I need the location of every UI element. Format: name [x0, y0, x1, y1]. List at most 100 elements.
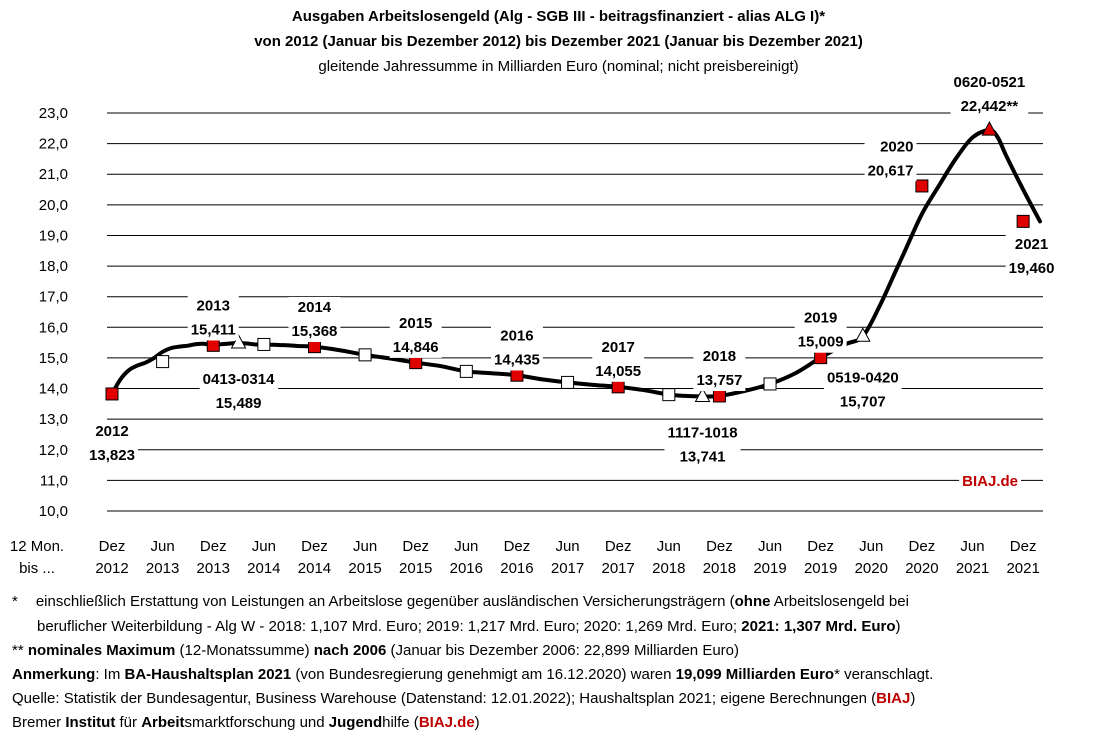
footnote-star: *: [12, 593, 18, 610]
x-tick-month: Dez: [1010, 538, 1037, 555]
institute-bold-1: Institut: [65, 714, 116, 731]
x-tick-year: 2017: [601, 560, 634, 577]
quelle-biaj: BIAJ: [876, 690, 911, 707]
x-tick-month: Jun: [454, 538, 478, 555]
data-label-line-2: 14,846: [393, 339, 439, 356]
data-point-square: [206, 338, 220, 352]
data-label: 2013 15,411: [187, 295, 239, 341]
data-markers: [105, 121, 1030, 403]
footnote-3-prefix: **: [12, 642, 28, 659]
footnote-quelle: Quelle: Statistik der Bundesagentur, Bus…: [12, 688, 915, 709]
footnote-1-text: einschließlich Erstattung von Leistungen…: [35, 593, 735, 610]
institute-text-2: für: [115, 714, 142, 731]
data-point-triangle: [694, 387, 711, 402]
data-label-background: [1005, 234, 1058, 280]
data-label: 0413-0314 15,489: [199, 368, 279, 414]
gridlines: [107, 112, 1043, 512]
y-tick-label: 11,0: [40, 472, 68, 489]
footnote-3-bold-1: nominales Maximum: [27, 642, 176, 659]
footnote-1-bold: ohne: [734, 593, 771, 610]
footnote-2-text: beruflicher Weiterbildung - Alg W - 2018…: [37, 618, 742, 635]
x-tick-year: 2021: [1006, 560, 1039, 577]
data-label-background: [864, 136, 917, 182]
institute-link-biaj[interactable]: BIAJ.de: [418, 714, 475, 731]
x-tick-month: Dez: [402, 538, 429, 555]
data-point-square: [561, 375, 575, 389]
y-tick-label: 21,0: [39, 166, 68, 183]
institute-bold-3: Jugend: [328, 714, 383, 731]
data-label-line-2: 15,368: [292, 323, 338, 340]
footnote-3-bold-2: nach 2006: [313, 642, 387, 659]
x-tick-month: Jun: [151, 538, 175, 555]
anmerkung-bold-1: BA-Haushaltsplan 2021: [124, 666, 292, 683]
x-tick-month: Dez: [605, 538, 632, 555]
x-tick-month: Dez: [99, 538, 126, 555]
data-label-background: [794, 307, 847, 353]
x-tick-month: Dez: [200, 538, 227, 555]
data-label: 2018 13,757: [693, 345, 746, 391]
y-tick-label: 17,0: [39, 289, 68, 306]
data-label: 2017 14,055: [592, 336, 645, 382]
data-point-square: [307, 340, 321, 354]
quelle-text: Quelle: Statistik der Bundesagentur, Bus…: [12, 690, 877, 707]
x-tick-month: Jun: [859, 538, 883, 555]
data-point-square: [662, 388, 676, 402]
footnote-2-end: ): [895, 618, 901, 635]
x-tick-month: Dez: [301, 538, 328, 555]
chart-subtitle: gleitende Jahressumme in Milliarden Euro…: [318, 58, 799, 75]
data-label-background: [389, 312, 442, 358]
data-label-line-1: 2013: [197, 297, 230, 314]
data-label-line-1: 0519-0420: [827, 369, 899, 386]
y-tick-label: 16,0: [39, 319, 68, 336]
x-tick-month: Jun: [555, 538, 579, 555]
x-tick-year: 2016: [500, 560, 533, 577]
data-point-triangle: [981, 121, 998, 136]
x-tick-year: 2021: [956, 560, 989, 577]
y-tick-label: 14,0: [39, 381, 68, 398]
anmerkung-label: Anmerkung: [12, 666, 96, 683]
y-tick-label: 23,0: [39, 105, 68, 122]
x-tick-year: 2016: [450, 560, 483, 577]
y-tick-label: 18,0: [39, 258, 68, 275]
data-label: 2015 14,846: [389, 312, 442, 358]
data-label: 2012 13,823: [86, 420, 138, 466]
data-annotations: 2012 13,823 2013 15,411 0413-0314 15,489 2014 1…: [86, 71, 1058, 468]
x-tick-year: 2012: [95, 560, 128, 577]
data-point-square: [257, 337, 271, 351]
data-point-square: [712, 389, 726, 403]
data-label-line-2: 13,757: [696, 372, 742, 389]
x-axis-prefix-line-1: 12 Mon.: [10, 538, 64, 555]
x-tick-year: 2014: [298, 560, 331, 577]
x-axis-prefix-line-2: bis ...: [19, 560, 55, 577]
data-label-background: [199, 368, 279, 414]
x-tick-year: 2018: [703, 560, 736, 577]
y-tick-label: 19,0: [39, 227, 68, 244]
x-tick-month: Dez: [706, 538, 733, 555]
data-label-background: [288, 297, 341, 342]
data-label-line-2: 13,823: [89, 447, 135, 464]
chart-title-line-2: von 2012 (Januar bis Dezember 2012) bis …: [254, 33, 863, 50]
data-label-line-2: 15,009: [798, 334, 844, 351]
data-label-line-1: 1117-1018: [668, 425, 738, 442]
x-tick-month: Jun: [960, 538, 984, 555]
data-label-background: [592, 336, 645, 382]
data-label-line-1: 2017: [601, 339, 634, 356]
data-label-line-1: 2019: [804, 310, 837, 327]
line-chart: 10,0 11,0 12,0 13,0 14,0 15,0 16,0 17,0 18,0 19,0…: [9, 71, 1058, 577]
data-label: 2016 14,435: [491, 325, 543, 371]
data-label-line-2: 19,460: [1009, 260, 1055, 277]
y-tick-label: 13,0: [39, 411, 68, 428]
data-label-line-2: 15,411: [191, 321, 236, 338]
data-label-background: [86, 420, 138, 466]
footnote-2: beruflicher Weiterbildung - Alg W - 2018…: [37, 616, 901, 637]
x-tick-year: 2018: [652, 560, 685, 577]
institute-bold-2: Arbeit: [141, 714, 185, 731]
data-point-square: [459, 364, 473, 378]
x-tick-year: 2020: [905, 560, 938, 577]
x-tick-month: Jun: [758, 538, 782, 555]
data-label-line-1: 2012: [95, 423, 128, 440]
data-point-square: [105, 387, 119, 401]
data-label-background: [491, 325, 543, 371]
data-label-line-2: 14,435: [494, 351, 540, 368]
x-axis-tick-labels: 12 Mon. bis ... Dez 2012 Jun 2013 Dez 2013 Jun 20…: [10, 538, 1040, 577]
